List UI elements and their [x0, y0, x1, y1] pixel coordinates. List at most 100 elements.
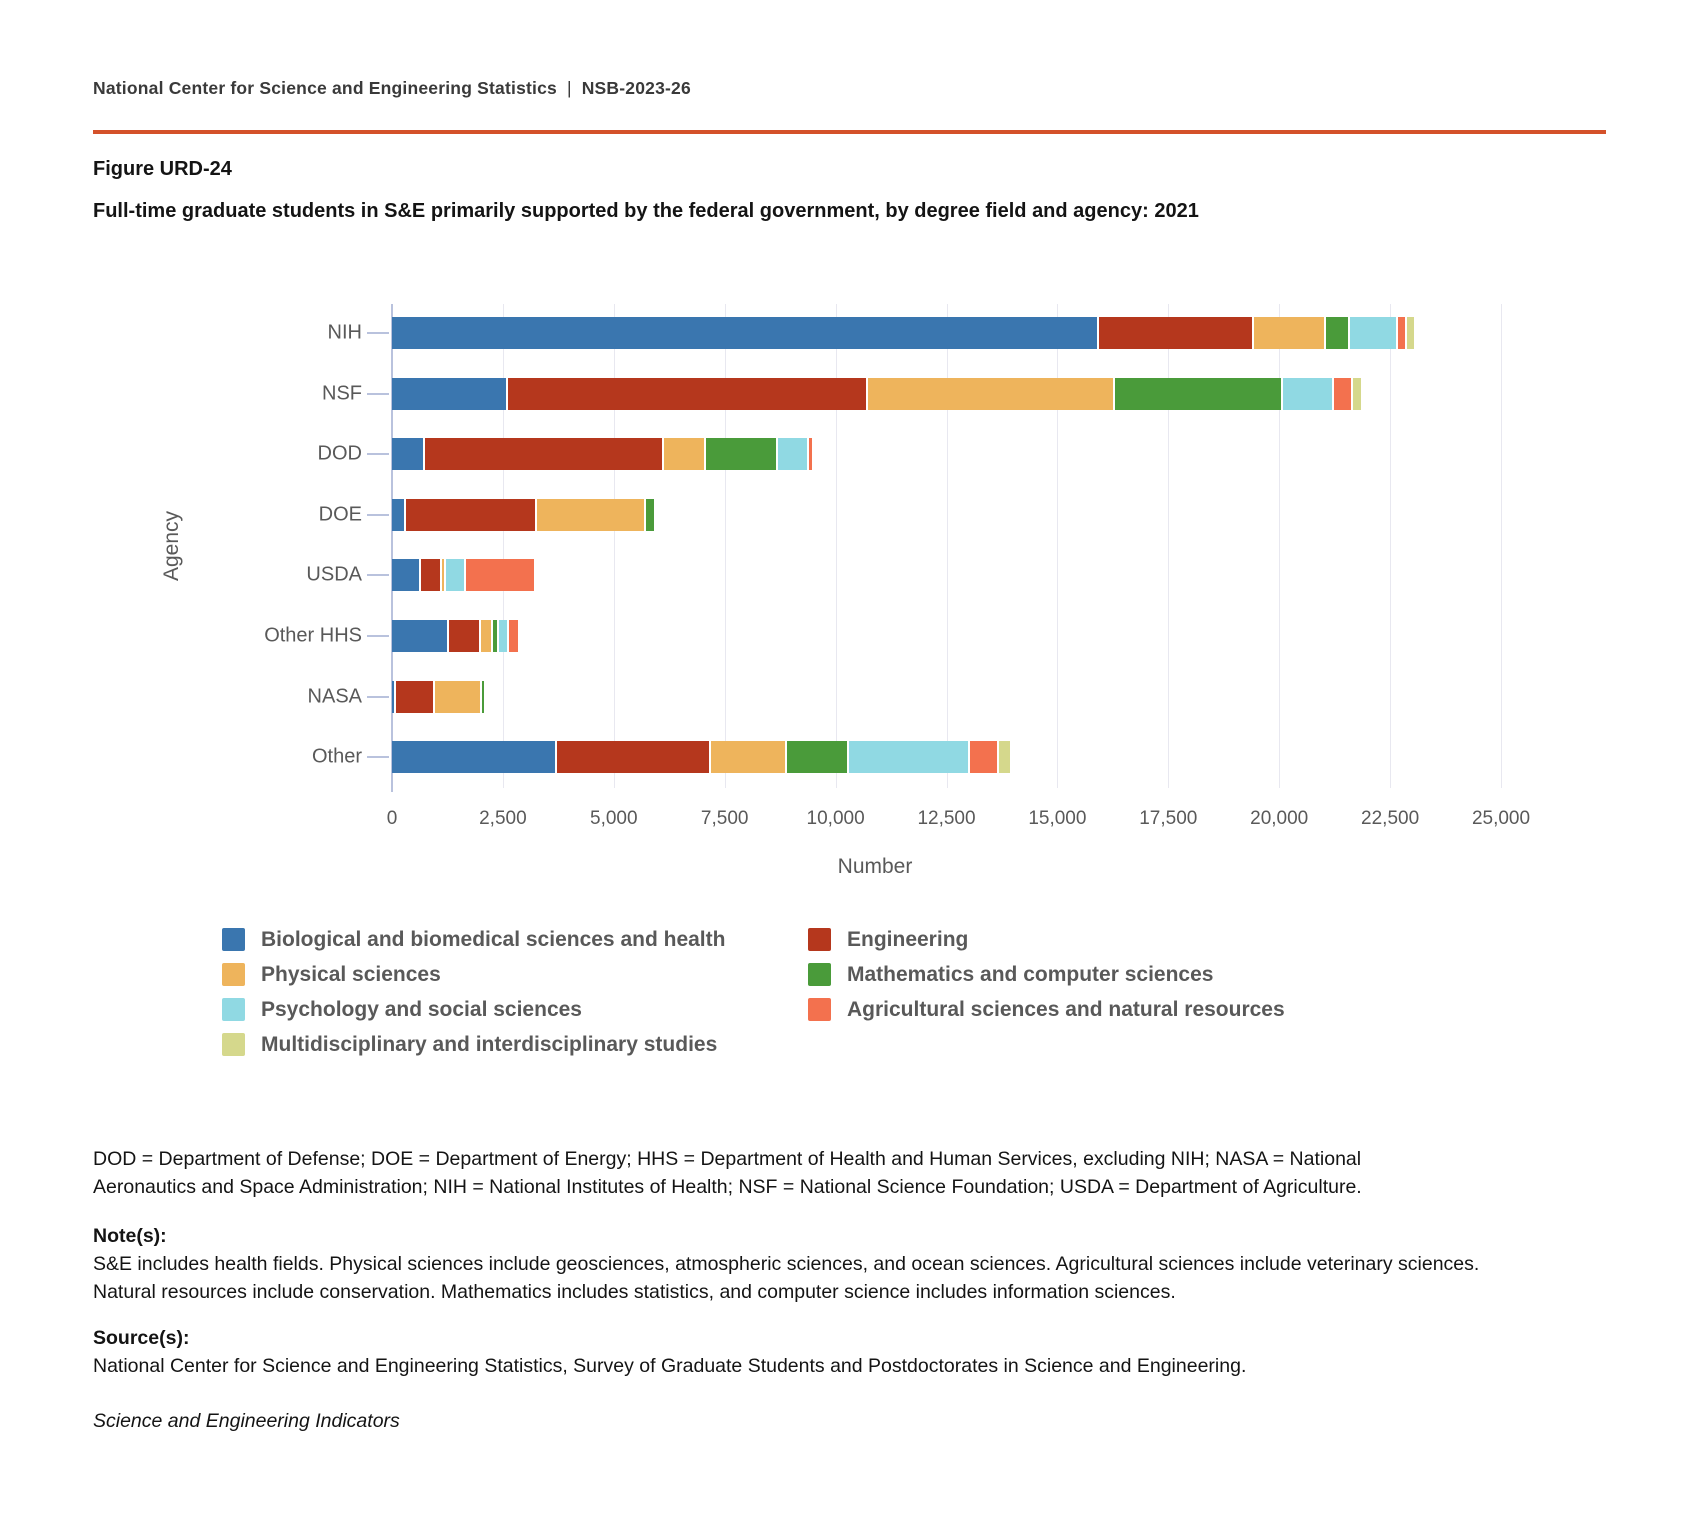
gridline — [1390, 304, 1392, 788]
legend-swatch — [808, 998, 831, 1021]
bar-segment[interactable] — [392, 317, 1098, 349]
bar-segment[interactable] — [443, 559, 464, 592]
legend-item[interactable]: Biological and biomedical sciences and h… — [222, 928, 808, 951]
gridline — [1057, 304, 1059, 788]
bar-segment[interactable] — [704, 438, 776, 471]
y-tick-mark — [367, 453, 389, 456]
legend-label: Mathematics and computer sciences — [847, 962, 1214, 986]
bar-segment[interactable] — [392, 559, 419, 592]
bar-segment[interactable] — [392, 377, 506, 410]
bar-segment[interactable] — [490, 620, 498, 652]
bar-segment[interactable] — [535, 498, 644, 531]
y-axis-title: Agency — [160, 510, 183, 582]
x-tick-label: 22,500 — [1361, 808, 1420, 829]
footnote-abbreviations: DOD = Department of Defense; DOE = Depar… — [93, 1148, 1362, 1198]
bar-segment[interactable] — [1348, 317, 1396, 349]
legend-item[interactable]: Mathematics and computer sciences — [808, 963, 1285, 986]
bar-segment[interactable] — [392, 680, 395, 713]
bar-segment[interactable] — [775, 438, 808, 471]
bar-segment[interactable] — [1252, 317, 1324, 349]
bar-segment[interactable] — [392, 438, 423, 471]
bar-segment[interactable] — [643, 498, 654, 531]
x-tick-label: 12,500 — [917, 808, 976, 829]
gridline — [1279, 304, 1281, 788]
bar-segment[interactable] — [479, 680, 485, 713]
legend-item[interactable]: Physical sciences — [222, 963, 808, 986]
figure-title: Full-time graduate students in S&E prima… — [93, 200, 1199, 222]
bar-segment[interactable] — [1404, 317, 1414, 349]
bar-other-hhs — [392, 620, 1501, 652]
bar-segment[interactable] — [439, 559, 444, 592]
legend-item[interactable]: Multidisciplinary and interdisciplinary … — [222, 1033, 808, 1056]
y-tick-mark — [367, 513, 389, 516]
bar-segment[interactable] — [1395, 317, 1405, 349]
legend-swatch — [808, 928, 831, 951]
bar-segment[interactable] — [554, 741, 709, 774]
legend-swatch — [222, 928, 245, 951]
legend-swatch — [808, 963, 831, 986]
bar-segment[interactable] — [866, 377, 1114, 410]
x-tick-label: 25,000 — [1471, 808, 1531, 829]
x-tick-label: 17,500 — [1139, 808, 1198, 829]
gridline — [946, 304, 948, 788]
x-tick-label: 2,500 — [479, 808, 527, 829]
bar-segment[interactable] — [785, 741, 848, 774]
legend-item[interactable]: Psychology and social sciences — [222, 998, 808, 1021]
bar-segment[interactable] — [463, 559, 534, 592]
x-tick-label: 7,500 — [700, 808, 749, 829]
x-tick-label: 15,000 — [1028, 808, 1087, 829]
bar-segment[interactable] — [422, 438, 662, 471]
figure-label: Figure URD-24 — [93, 158, 232, 180]
legend-label: Multidisciplinary and interdisciplinary … — [261, 1032, 718, 1056]
bar-segment[interactable] — [1332, 377, 1352, 410]
bar-segment[interactable] — [394, 680, 434, 713]
bar-segment[interactable] — [497, 620, 508, 652]
bar-segment[interactable] — [403, 498, 536, 531]
gridline — [835, 304, 837, 788]
y-category-label: NIH — [327, 321, 362, 344]
gridline — [613, 304, 615, 788]
legend-item[interactable]: Engineering — [808, 928, 1285, 951]
legend: Biological and biomedical sciences and h… — [222, 928, 1285, 1056]
x-axis-title: Number — [837, 855, 913, 878]
bar-segment[interactable] — [968, 741, 997, 774]
bar-segment[interactable] — [1351, 377, 1361, 410]
page-header: National Center for Science and Engineer… — [93, 78, 691, 99]
legend-label: Psychology and social sciences — [261, 997, 582, 1021]
bar-segment[interactable] — [392, 620, 447, 652]
bar-dod — [392, 438, 1501, 471]
bar-segment[interactable] — [1113, 377, 1282, 410]
bar-segment[interactable] — [661, 438, 705, 471]
legend-label: Physical sciences — [261, 962, 441, 986]
y-category-label: Other HHS — [264, 624, 362, 647]
y-category-label: NASA — [307, 685, 362, 708]
bar-segment[interactable] — [847, 741, 969, 774]
bar-doe — [392, 498, 1501, 531]
bar-segment[interactable] — [1097, 317, 1253, 349]
bar-segment[interactable] — [807, 438, 812, 471]
legend-item[interactable]: Agricultural sciences and natural resour… — [808, 998, 1285, 1021]
bar-nih — [392, 317, 1501, 349]
bar-segment[interactable] — [507, 620, 519, 652]
legend-label: Biological and biomedical sciences and h… — [261, 927, 726, 951]
bar-segment[interactable] — [478, 620, 491, 652]
legend-swatch — [222, 998, 245, 1021]
y-category-label: USDA — [306, 563, 362, 586]
bar-segment[interactable] — [418, 559, 440, 592]
bar-nasa — [392, 680, 1501, 713]
sources-text: National Center for Science and Engineer… — [93, 1355, 1247, 1377]
bar-segment[interactable] — [433, 680, 480, 713]
bar-usda — [392, 559, 1501, 592]
bar-segment[interactable] — [708, 741, 786, 774]
bar-segment[interactable] — [446, 620, 479, 652]
bar-segment[interactable] — [506, 377, 867, 410]
bar-segment[interactable] — [392, 498, 404, 531]
header-separator: | — [566, 78, 572, 98]
bar-segment[interactable] — [996, 741, 1010, 774]
bar-segment[interactable] — [1281, 377, 1333, 410]
y-tick-mark — [367, 635, 389, 637]
bar-segment[interactable] — [1323, 317, 1349, 349]
y-category-label: NSF — [322, 382, 362, 405]
y-tick-mark — [367, 392, 389, 395]
bar-segment[interactable] — [392, 741, 555, 774]
